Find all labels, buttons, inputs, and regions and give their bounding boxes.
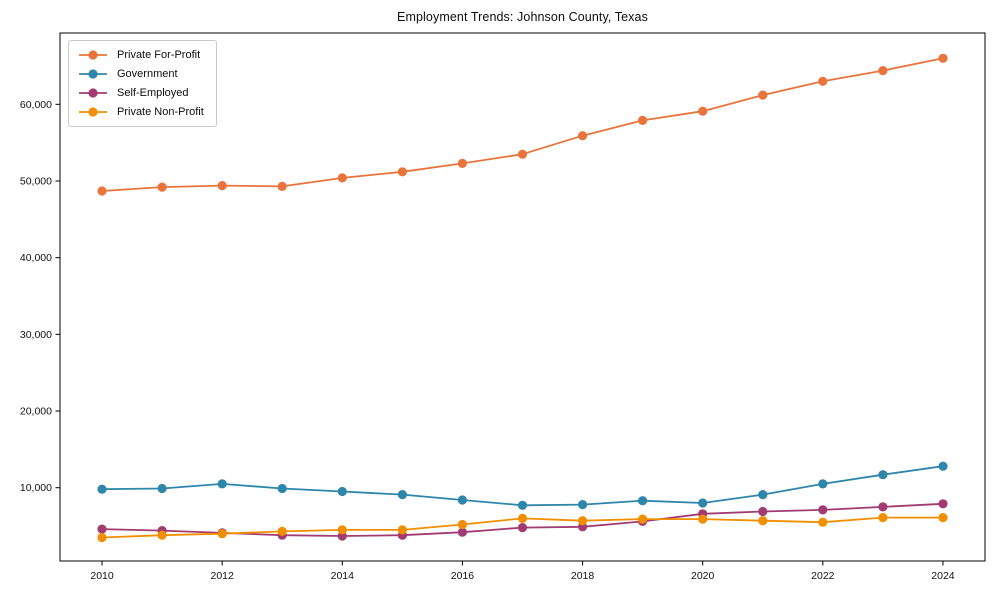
legend-marker-icon bbox=[79, 88, 107, 98]
legend-label: Self-Employed bbox=[117, 87, 189, 99]
x-tick-label: 2016 bbox=[451, 570, 475, 582]
legend-item-government: Government bbox=[78, 68, 204, 80]
data-point bbox=[698, 514, 708, 524]
data-point bbox=[277, 181, 287, 191]
data-point bbox=[397, 490, 407, 500]
data-point bbox=[277, 483, 287, 494]
legend-marker-icon bbox=[79, 50, 107, 60]
legend-item-private-non-profit: Private Non-Profit bbox=[78, 106, 204, 118]
data-point bbox=[457, 527, 467, 537]
data-point bbox=[397, 525, 407, 535]
x-tick-label: 2014 bbox=[331, 570, 355, 582]
y-tick-label: 20,000 bbox=[20, 406, 52, 418]
legend-item-self-employed: Self-Employed bbox=[78, 87, 204, 99]
data-point bbox=[818, 76, 828, 86]
data-point bbox=[578, 500, 588, 510]
y-tick-label: 10,000 bbox=[20, 482, 52, 494]
series-line bbox=[101, 57, 944, 192]
data-point bbox=[758, 516, 768, 526]
data-point bbox=[457, 158, 467, 168]
data-point bbox=[698, 106, 708, 116]
data-point bbox=[337, 525, 347, 535]
x-tick-label: 2012 bbox=[210, 570, 234, 582]
data-point bbox=[97, 186, 107, 196]
data-point bbox=[758, 90, 768, 100]
y-tick-label: 40,000 bbox=[20, 252, 52, 264]
data-point bbox=[217, 181, 227, 191]
data-point bbox=[277, 526, 287, 537]
y-tick-label: 50,000 bbox=[20, 175, 52, 187]
data-point bbox=[758, 490, 768, 500]
data-point bbox=[818, 505, 828, 515]
legend-label: Private Non-Profit bbox=[117, 106, 204, 118]
data-point bbox=[638, 496, 648, 506]
data-point bbox=[878, 470, 888, 480]
data-point bbox=[517, 149, 528, 159]
data-point bbox=[217, 529, 227, 539]
data-point bbox=[878, 502, 888, 512]
y-tick-label: 30,000 bbox=[20, 329, 52, 341]
x-tick-label: 2020 bbox=[691, 570, 715, 582]
data-point bbox=[517, 513, 528, 524]
data-point bbox=[97, 484, 107, 494]
data-point bbox=[878, 513, 888, 523]
data-point bbox=[758, 506, 768, 517]
data-point bbox=[397, 167, 407, 177]
data-point bbox=[638, 115, 648, 125]
data-point bbox=[97, 524, 107, 534]
data-point bbox=[578, 131, 588, 141]
legend-marker-icon bbox=[79, 107, 107, 117]
series-line bbox=[101, 465, 944, 507]
x-tick-label: 2010 bbox=[90, 570, 114, 582]
data-point bbox=[157, 530, 167, 540]
data-point bbox=[157, 182, 167, 192]
data-point bbox=[698, 498, 708, 508]
data-point bbox=[878, 66, 888, 76]
data-point bbox=[517, 523, 528, 533]
data-point bbox=[938, 513, 948, 523]
data-point bbox=[337, 486, 347, 497]
data-point bbox=[938, 499, 948, 509]
data-point bbox=[578, 516, 588, 526]
legend-label: Private For-Profit bbox=[117, 49, 201, 61]
legend: Private For-Profit Government Self-Employe… bbox=[68, 40, 217, 127]
data-point bbox=[97, 532, 107, 543]
data-point bbox=[818, 479, 828, 489]
data-point bbox=[818, 517, 828, 527]
x-tick-label: 2024 bbox=[931, 570, 955, 582]
data-point bbox=[337, 173, 347, 183]
data-point bbox=[217, 479, 227, 489]
data-point bbox=[457, 495, 467, 505]
legend-label: Government bbox=[117, 68, 178, 80]
chart-title: Employment Trends: Johnson County, Texas bbox=[397, 10, 648, 24]
x-tick-label: 2018 bbox=[571, 570, 595, 582]
plot-frame bbox=[59, 32, 986, 562]
legend-item-private-for-profit: Private For-Profit bbox=[78, 49, 204, 61]
y-tick-label: 60,000 bbox=[20, 99, 52, 111]
data-point bbox=[517, 500, 528, 510]
data-point bbox=[938, 461, 948, 471]
data-point bbox=[157, 483, 167, 494]
data-point bbox=[457, 519, 467, 530]
x-tick-label: 2022 bbox=[811, 570, 835, 582]
data-point bbox=[938, 53, 948, 63]
data-point bbox=[638, 514, 648, 524]
legend-marker-icon bbox=[79, 69, 107, 79]
